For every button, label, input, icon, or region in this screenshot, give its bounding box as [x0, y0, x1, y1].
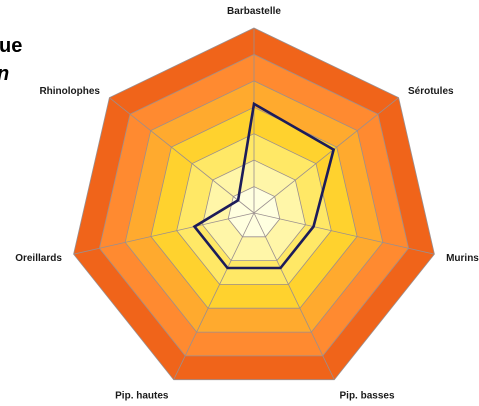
title-fragment-2: n [0, 63, 9, 85]
radar-spokes [73, 28, 435, 380]
axis-label-5: Pip. hautes [115, 391, 169, 402]
radar-ring-2 [202, 159, 306, 262]
axis-label-2: Sérotules [408, 86, 454, 97]
radar-spoke-3 [253, 212, 435, 255]
radar-gridlines [73, 27, 435, 381]
radar-spoke-5 [173, 212, 255, 380]
radar-ring-7 [73, 27, 435, 381]
radar-spoke-7 [109, 97, 255, 214]
radar-series [192, 101, 336, 270]
axis-label-3: Murins [446, 253, 479, 264]
axis-label-4: Pip. basses [340, 391, 395, 402]
radar-spoke-2 [253, 97, 399, 214]
radar-ring-4 [150, 106, 358, 309]
radar-spoke-4 [253, 212, 335, 380]
axis-label-7: Rhinolophes [39, 86, 100, 97]
radar-axis-labels: Barbastelle Sérotules Murins Pip. basses Pip… [15, 6, 479, 402]
chart-title: ue n [0, 35, 22, 85]
axis-label-6: Oreillards [15, 253, 62, 264]
title-fragment-1: ue [0, 35, 22, 57]
radar-ring-3 [176, 133, 332, 285]
radar-ring-6 [98, 53, 410, 357]
series-line-1 [192, 101, 336, 270]
radar-ring-1 [227, 186, 281, 238]
radar-ring-5 [124, 80, 384, 333]
radar-spoke-6 [73, 212, 255, 255]
axis-label-1: Barbastelle [227, 6, 281, 17]
